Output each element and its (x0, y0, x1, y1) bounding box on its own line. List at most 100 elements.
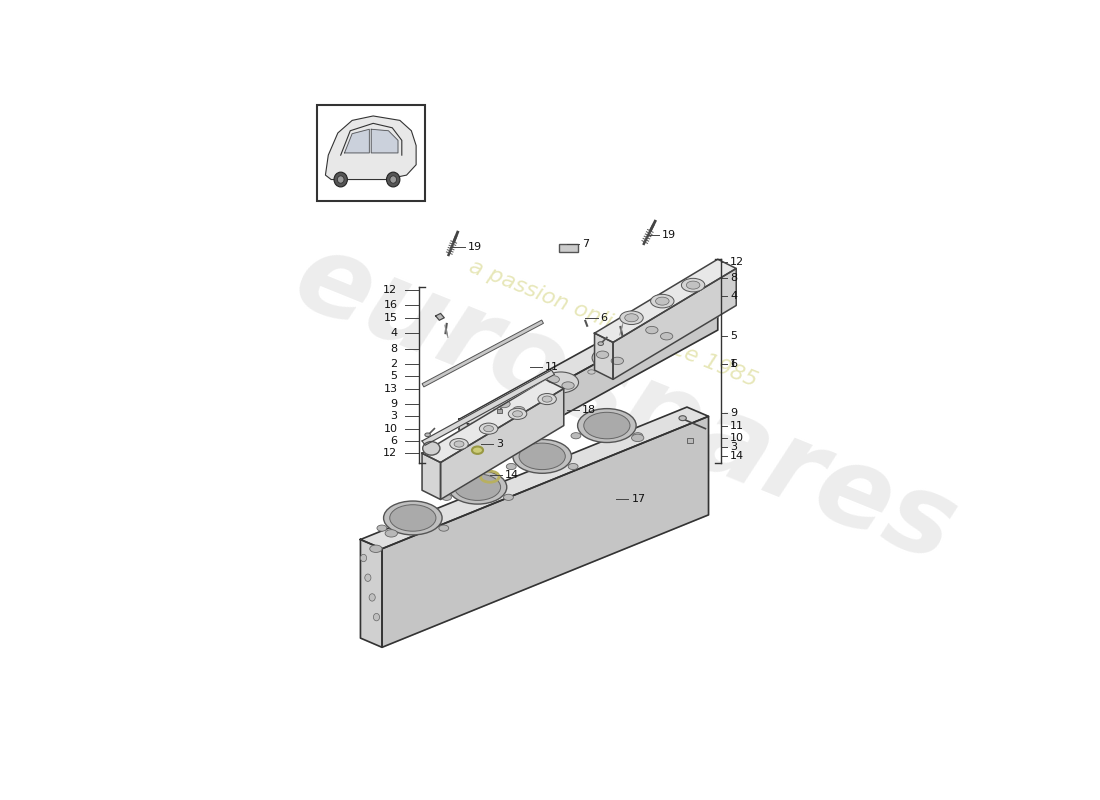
Ellipse shape (660, 333, 673, 340)
Ellipse shape (632, 433, 642, 439)
Text: 3: 3 (496, 439, 503, 449)
Polygon shape (422, 379, 563, 462)
Ellipse shape (498, 400, 510, 408)
Text: 12: 12 (383, 448, 397, 458)
Text: 18: 18 (582, 405, 596, 415)
Ellipse shape (646, 326, 658, 334)
Text: 2: 2 (390, 359, 397, 369)
Text: 11: 11 (730, 421, 744, 430)
Bar (497, 409, 502, 413)
Polygon shape (594, 259, 736, 342)
Ellipse shape (625, 314, 638, 322)
Text: 10: 10 (730, 433, 744, 443)
Ellipse shape (373, 614, 380, 621)
Ellipse shape (422, 442, 440, 455)
Text: 6: 6 (390, 436, 397, 446)
Ellipse shape (584, 412, 630, 439)
Text: 3: 3 (390, 411, 397, 422)
Ellipse shape (596, 351, 608, 358)
Ellipse shape (612, 357, 624, 365)
Text: 3: 3 (730, 442, 737, 452)
Ellipse shape (471, 422, 478, 426)
Text: 16: 16 (384, 301, 397, 310)
Ellipse shape (571, 433, 581, 439)
Text: 15: 15 (384, 313, 397, 322)
Text: 12: 12 (730, 258, 745, 267)
Ellipse shape (686, 281, 700, 289)
Text: 6: 6 (730, 359, 737, 369)
Text: 4: 4 (390, 328, 397, 338)
Ellipse shape (641, 322, 678, 344)
Text: a passion online since 1985: a passion online since 1985 (466, 257, 760, 391)
Text: 19: 19 (469, 242, 483, 252)
Ellipse shape (679, 416, 686, 421)
Ellipse shape (592, 347, 628, 368)
Ellipse shape (494, 397, 529, 418)
Polygon shape (477, 296, 717, 462)
Polygon shape (436, 314, 444, 320)
Ellipse shape (647, 344, 653, 348)
Ellipse shape (569, 463, 579, 470)
Ellipse shape (441, 494, 451, 501)
Ellipse shape (650, 294, 674, 308)
Ellipse shape (506, 463, 516, 470)
Ellipse shape (370, 594, 375, 601)
Polygon shape (594, 333, 613, 379)
Ellipse shape (334, 172, 348, 187)
Ellipse shape (484, 426, 494, 432)
Ellipse shape (513, 439, 572, 474)
Polygon shape (440, 389, 563, 499)
Bar (317, 106, 425, 201)
Text: eurospares: eurospares (279, 223, 971, 585)
Polygon shape (613, 269, 736, 379)
Text: 4: 4 (730, 291, 737, 302)
Text: 9: 9 (390, 399, 397, 409)
Text: 7: 7 (582, 239, 590, 249)
Text: 1: 1 (730, 359, 737, 369)
Ellipse shape (361, 554, 366, 562)
Ellipse shape (702, 318, 710, 323)
Bar (686, 438, 693, 443)
Polygon shape (361, 539, 382, 647)
Ellipse shape (425, 433, 430, 437)
Ellipse shape (508, 408, 527, 419)
Polygon shape (344, 130, 370, 153)
Text: 14: 14 (730, 451, 745, 462)
Ellipse shape (370, 545, 382, 553)
Ellipse shape (450, 438, 469, 450)
Polygon shape (382, 416, 708, 647)
Text: 19: 19 (662, 230, 676, 240)
Ellipse shape (338, 176, 344, 183)
Ellipse shape (472, 446, 483, 454)
Ellipse shape (519, 443, 565, 470)
Ellipse shape (389, 176, 397, 183)
Ellipse shape (542, 372, 579, 393)
Ellipse shape (377, 525, 387, 531)
Ellipse shape (619, 311, 644, 325)
Polygon shape (459, 287, 717, 429)
Text: 9: 9 (730, 408, 737, 418)
Text: 17: 17 (631, 494, 646, 505)
Ellipse shape (384, 501, 442, 535)
Polygon shape (422, 370, 554, 446)
Bar (422, 320, 543, 387)
Ellipse shape (542, 396, 552, 402)
Text: 12: 12 (383, 285, 397, 295)
Ellipse shape (598, 342, 604, 346)
Ellipse shape (631, 434, 644, 442)
Ellipse shape (439, 525, 449, 531)
Text: 6: 6 (601, 313, 607, 322)
Ellipse shape (587, 370, 595, 374)
Ellipse shape (529, 396, 537, 400)
Polygon shape (422, 454, 440, 499)
Ellipse shape (538, 394, 557, 405)
Ellipse shape (454, 474, 500, 501)
Ellipse shape (504, 494, 514, 501)
Ellipse shape (513, 410, 522, 417)
Ellipse shape (386, 172, 400, 187)
Text: 14: 14 (505, 470, 519, 480)
Text: 5: 5 (730, 331, 737, 342)
Ellipse shape (681, 278, 705, 292)
Ellipse shape (578, 409, 636, 442)
Ellipse shape (513, 406, 525, 414)
